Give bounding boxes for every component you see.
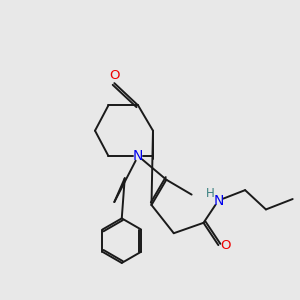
Text: O: O (220, 238, 230, 252)
Text: O: O (109, 69, 120, 82)
Text: N: N (213, 194, 224, 208)
Text: H: H (206, 188, 214, 200)
Text: N: N (133, 149, 143, 163)
